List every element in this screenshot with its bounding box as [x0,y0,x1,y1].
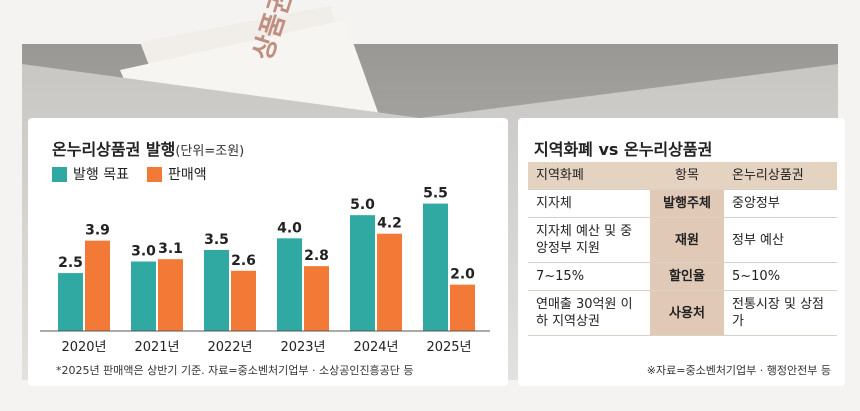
data-label: 3.0 [131,244,156,260]
legend-label-target: 발행 목표 [73,167,129,183]
chart-title: 온누리상품권 발행(단위=조원) [52,140,245,159]
data-label: 2.5 [58,255,83,271]
row-mid: 사용처 [650,290,724,336]
header-right: 온누리상품권 [724,162,837,190]
row-left: 7~15% [528,262,650,291]
bar-sales [231,270,256,331]
category-label: 2023년 [280,340,325,355]
data-label: 5.0 [350,197,375,213]
chart-legend: 발행 목표 판매액 [52,164,207,184]
table-row: 지자체 발행주체 중앙정부 [528,189,837,218]
category-label: 2022년 [207,340,252,355]
category-label: 2020년 [61,340,106,355]
bar-target [204,249,229,331]
comparison-title: 지역화폐 vs 온누리상품권 [534,140,713,159]
bar-sales [377,233,402,331]
category-label: 2021년 [134,340,179,355]
data-label: 2.0 [450,267,475,283]
bar-target [58,273,83,331]
table-row: 연매출 30억원 이하 지역상권 사용처 전통시장 및 상점가 [528,290,837,336]
row-left: 지자체 예산 및 중앙정부 지원 [528,217,650,263]
bar-target [131,261,156,331]
chart-unit: (단위=조원) [175,144,245,159]
comparison-footnote: ※자료=중소벤처기업부 · 행정안전부 등 [646,364,831,377]
row-right: 중앙정부 [724,189,837,218]
row-mid: 재원 [650,217,724,263]
header-mid: 항목 [650,162,724,190]
bar-target [423,203,448,331]
comparison-table: 지역화폐 항목 온누리상품권 지자체 발행주체 중앙정부 지자체 예산 및 중앙… [528,162,837,336]
data-label: 4.2 [377,216,402,232]
table-header-row: 지역화폐 항목 온누리상품권 [528,162,837,190]
comparison-panel: 지역화폐 vs 온누리상품권 지역화폐 항목 온누리상품권 지자체 발행주체 중… [518,118,845,386]
data-label: 3.9 [85,223,110,239]
data-label: 2.6 [231,253,256,269]
bar-chart: 2.53.9 2020년 3.0 3.1 2021년 3.52.6 2022년 4.02.8 2… [40,186,490,355]
data-label: 2.8 [304,248,329,264]
legend-label-sales: 판매액 [167,167,207,183]
chart-footnote: *2025년 판매액은 상반기 기준. 자료=중소벤처기업부 · 소상공인진흥공… [56,364,414,377]
legend-swatch-target [52,166,67,182]
bar-target [350,215,375,331]
row-right: 정부 예산 [724,217,837,263]
table-row: 7~15% 할인율 5~10% [528,262,837,291]
row-left: 지자체 [528,189,650,218]
table-row: 지자체 예산 및 중앙정부 지원 재원 정부 예산 [528,217,837,263]
legend-item-target: 발행 목표 [52,164,129,184]
bar-sales [85,240,110,331]
legend-item-sales: 판매액 [146,164,207,184]
category-label: 2024년 [353,340,398,355]
bar-sales [450,284,475,331]
row-mid: 할인율 [650,262,724,291]
bar-sales [304,266,329,331]
chart-panel: 온누리상품권 발행(단위=조원) 발행 목표 판매액 2.5 3.9 2020년 3.… [28,118,508,386]
data-label: 4.0 [277,220,302,236]
row-mid: 발행주체 [650,189,724,218]
row-right: 전통시장 및 상점가 [724,290,837,336]
data-label: 3.5 [204,232,229,248]
legend-swatch-sales [146,166,162,182]
data-label: 5.5 [423,186,448,202]
bar-sales [158,259,183,331]
row-right: 5~10% [724,262,837,291]
header-left: 지역화폐 [528,162,650,190]
data-label: 3.1 [158,241,183,257]
row-left: 연매출 30억원 이하 지역상권 [528,290,650,336]
category-label: 2025년 [426,340,471,355]
bar-target [277,238,302,331]
